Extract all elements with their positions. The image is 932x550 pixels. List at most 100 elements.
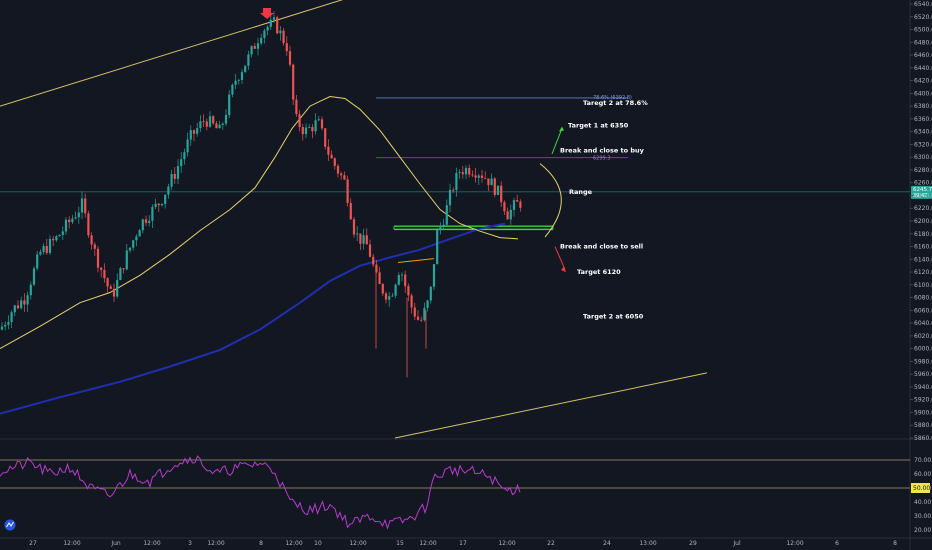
time-tick-label: 12:00 [349, 540, 366, 547]
candle [404, 270, 407, 293]
candle-body [429, 286, 432, 301]
price-tick-label: 6300.0 [914, 154, 932, 161]
candle-body [103, 270, 106, 279]
candle-body [116, 280, 119, 297]
candle-body [64, 219, 68, 232]
price-tick-label: 6320.0 [914, 141, 932, 148]
candle [474, 167, 477, 183]
candle [61, 226, 64, 240]
candle-body [173, 173, 176, 179]
candle [420, 316, 423, 322]
candle [164, 194, 167, 209]
candle-body [266, 26, 269, 31]
candle-body [90, 235, 93, 245]
rsi-tick-label: 20.00 [914, 527, 931, 534]
candle [317, 115, 320, 121]
candle [320, 116, 324, 131]
candle-body [490, 178, 493, 186]
candle [346, 175, 349, 207]
orange-segment [397, 258, 435, 263]
candle-body [509, 209, 512, 220]
candle-body [10, 312, 13, 323]
price-tick-label: 6460.0 [914, 52, 932, 59]
candle [368, 239, 372, 258]
candle-body [356, 233, 359, 235]
candle-body [445, 205, 448, 225]
price-tick-label: 6160.0 [914, 244, 932, 251]
overlays [0, 0, 910, 439]
range-top-label: 6299.3 [593, 156, 611, 162]
candle-body [39, 251, 42, 255]
candle [391, 292, 394, 297]
candle-body [400, 274, 404, 276]
candle-body [154, 203, 157, 207]
price-tick-label: 6080.0 [914, 295, 932, 302]
candle-body [372, 256, 375, 265]
candle [36, 251, 39, 271]
candle-body [13, 305, 16, 313]
candle [240, 69, 244, 84]
time-tick-label: 27 [29, 540, 37, 547]
candle-body [52, 239, 55, 241]
candle-body [397, 274, 400, 285]
candle-body [311, 127, 314, 132]
candle [16, 300, 20, 310]
candle [151, 204, 154, 228]
candle-body [477, 175, 480, 178]
candle-body [29, 284, 32, 296]
candle [42, 243, 45, 255]
candle-body [0, 326, 4, 330]
candle-body [199, 121, 202, 129]
candle-body [170, 173, 173, 187]
candle [372, 254, 375, 267]
candle [333, 157, 336, 170]
candle [93, 242, 96, 257]
candle-body [128, 247, 132, 251]
candle [116, 273, 119, 299]
candle [349, 198, 352, 221]
price-tick-label: 6040.0 [914, 320, 932, 327]
price-tick-label: 6260.0 [914, 180, 932, 187]
candle [298, 109, 301, 132]
candle [260, 33, 263, 46]
candle-body [26, 295, 29, 305]
candle-body [359, 233, 362, 244]
channel-upper-line [0, 0, 344, 107]
candle-body [77, 212, 80, 218]
price-tick-label: 6480.0 [914, 39, 932, 46]
candle [484, 171, 487, 180]
candle [170, 169, 173, 190]
candle [135, 234, 138, 247]
candle [436, 227, 439, 265]
candle-body [202, 121, 205, 123]
candle [480, 170, 484, 183]
candle [266, 25, 269, 36]
candle [80, 191, 84, 220]
candle [90, 232, 93, 250]
candle [512, 197, 516, 217]
candle [55, 235, 58, 242]
candle-body [276, 17, 279, 34]
price-tick-label: 6000.0 [914, 346, 932, 353]
candle [138, 228, 141, 237]
candle-body [132, 240, 135, 248]
axes: 6540.0 6520.0 6500.0 6480.0 6460.0 6440.0 6420… [4, 1, 932, 547]
candle [378, 266, 381, 285]
range-text: Range [569, 188, 593, 196]
price-tick-label: 5900.0 [914, 409, 932, 416]
candle [176, 159, 180, 185]
candle [7, 315, 10, 330]
candle [32, 266, 36, 286]
candle-body [442, 224, 445, 226]
candle-body [484, 177, 487, 179]
candle [445, 199, 448, 226]
candle [301, 124, 304, 141]
red-arrow-icon [554, 246, 566, 270]
candle-body [100, 267, 103, 271]
price-tick-label: 6180.0 [914, 231, 932, 238]
candle [493, 177, 496, 198]
candle-body [340, 173, 343, 176]
candle-body [381, 283, 384, 294]
